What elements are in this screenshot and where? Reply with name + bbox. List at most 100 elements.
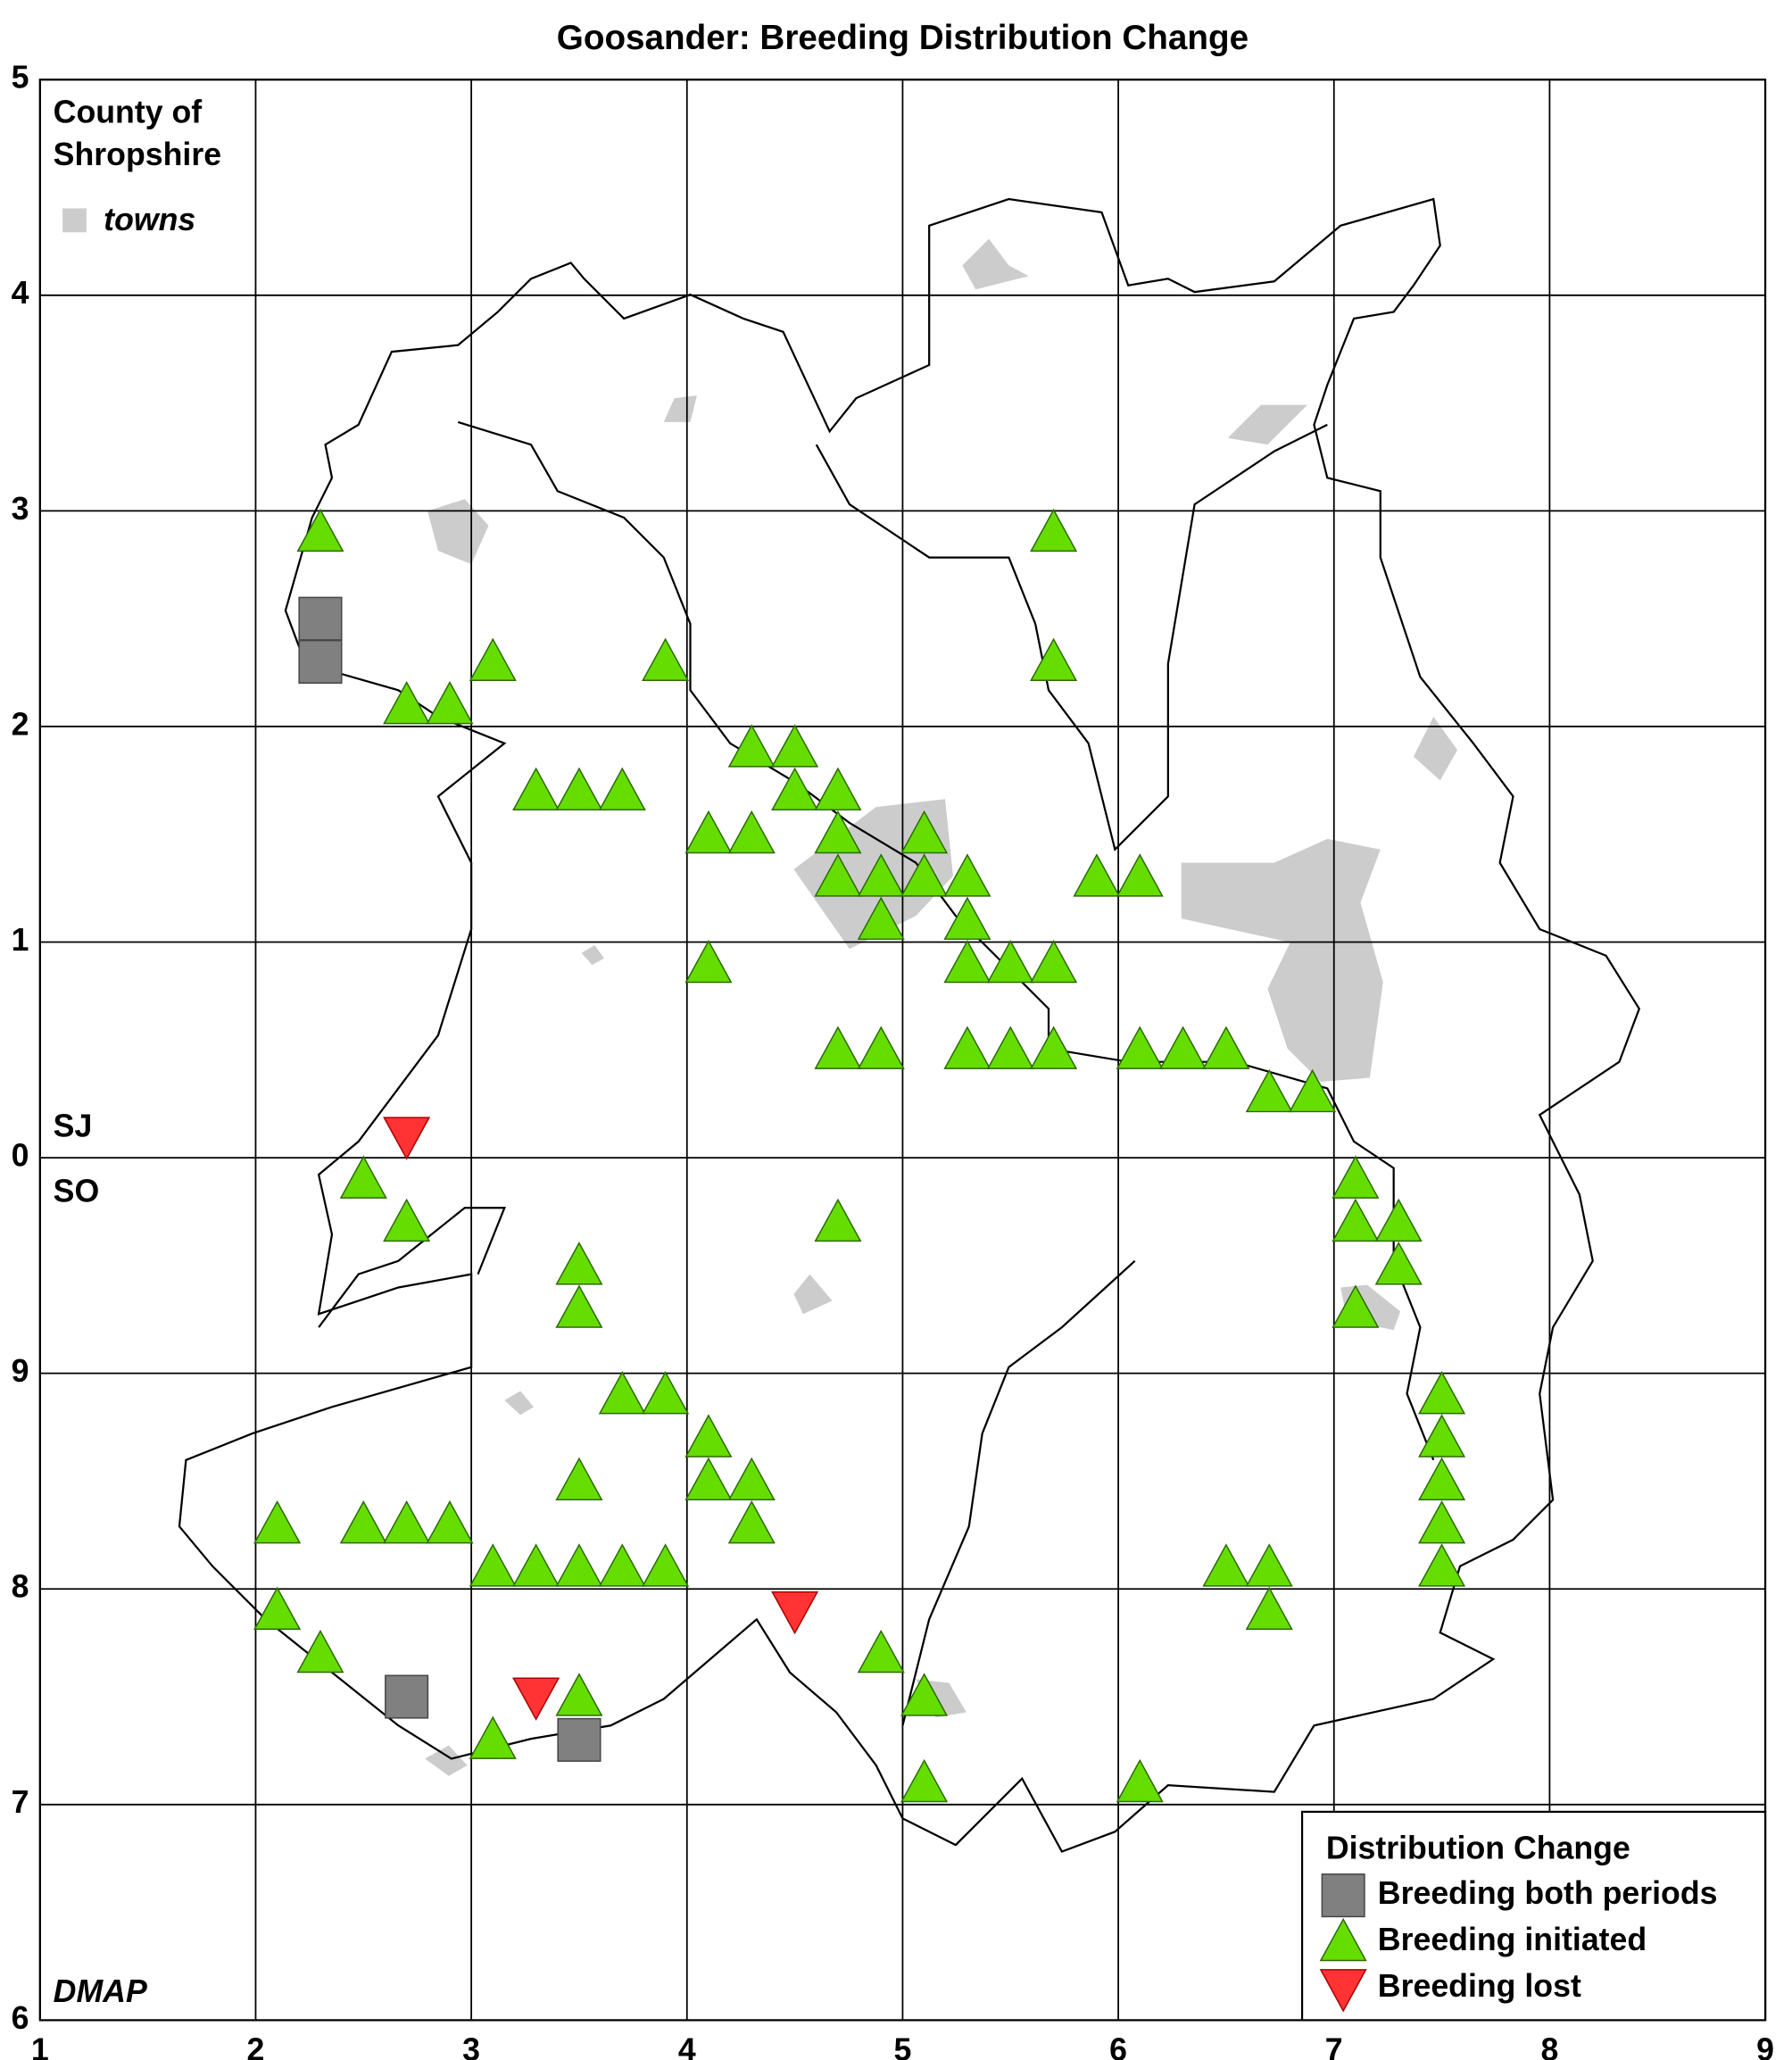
marker-triangle [986, 939, 1034, 984]
y-tick-label: 6 [12, 2000, 29, 2036]
marker-triangle-down [383, 1117, 431, 1160]
x-tick-label: 6 [1109, 2031, 1127, 2060]
marker-triangle [727, 810, 776, 854]
marker-triangle [642, 1370, 690, 1415]
town [504, 1391, 535, 1416]
marker-triangle [339, 1155, 387, 1199]
marker-triangle [814, 1026, 862, 1069]
marker-triangle [555, 1457, 603, 1501]
marker-triangle [727, 1499, 776, 1544]
towns-layer [425, 238, 1458, 1776]
marker-triangle [1418, 1370, 1466, 1415]
marker-triangle [555, 1673, 603, 1716]
marker-triangle [469, 1543, 517, 1587]
marker-triangle [814, 810, 862, 854]
marker-triangle [814, 1198, 862, 1242]
marker-triangle [943, 853, 991, 897]
y-tick-label: 7 [12, 1784, 29, 1820]
marker-triangle [1289, 1068, 1337, 1113]
marker-triangle [1030, 1026, 1078, 1069]
marker-triangle [426, 1499, 474, 1544]
chart-title: Goosander: Breeding Distribution Change [557, 19, 1249, 57]
marker-triangle [1245, 1586, 1293, 1630]
x-tick-label: 9 [1756, 2031, 1774, 2060]
y-tick-label: 4 [12, 275, 29, 311]
marker-triangle [1159, 1026, 1207, 1069]
town [1413, 717, 1458, 781]
marker-square [298, 639, 343, 685]
marker-triangle [253, 1586, 302, 1630]
credit: DMAP [54, 1973, 147, 2009]
marker-triangle-down [1319, 1969, 1367, 2013]
marker-triangle [684, 939, 733, 984]
marker-triangle [1418, 1499, 1466, 1544]
marker-triangle [857, 1026, 905, 1069]
region-label: Shropshire [54, 137, 221, 172]
marker-triangle [857, 896, 905, 940]
marker-triangle [727, 724, 776, 768]
marker-triangle [1332, 1284, 1380, 1328]
grid-label: SO [54, 1173, 100, 1209]
y-tick-label: 2 [12, 706, 29, 742]
legend: Distribution Change Breeding both periods… [1300, 1810, 1767, 2022]
town [425, 1745, 468, 1776]
marker-square [1321, 1873, 1365, 1918]
marker-triangle [555, 1543, 603, 1587]
legend-label: Breeding initiated [1378, 1922, 1647, 1957]
marker-triangle [296, 1629, 344, 1674]
marker-triangle [469, 1715, 517, 1759]
x-tick-label: 1 [31, 2031, 49, 2060]
marker-triangle [469, 637, 517, 682]
marker-triangle [1245, 1543, 1293, 1587]
grid-layer [38, 79, 1767, 2022]
marker-triangle [1332, 1155, 1380, 1199]
marker-triangle [684, 1457, 733, 1501]
marker-triangle [296, 508, 344, 552]
legend-label: Breeding both periods [1378, 1875, 1718, 1911]
legend-title: Distribution Change [1326, 1830, 1630, 1865]
marker-triangle [1374, 1242, 1423, 1285]
marker-square [557, 1717, 601, 1762]
y-tick-label: 9 [12, 1353, 29, 1389]
marker-triangle [771, 724, 819, 768]
x-tick-label: 7 [1325, 2031, 1343, 2060]
marker-triangle [383, 680, 431, 725]
marker-triangle-down [512, 1677, 560, 1721]
y-tick-label: 8 [12, 1569, 29, 1605]
marker-triangle [1116, 1758, 1164, 1803]
marker-triangle [1030, 939, 1078, 984]
x-tick-label: 4 [678, 2031, 696, 2060]
town [1227, 404, 1308, 445]
marks-layer [253, 508, 1466, 1803]
legend-box [1300, 1810, 1767, 2022]
marker-triangle [598, 767, 646, 810]
marker-triangle [1030, 637, 1078, 682]
town [581, 944, 604, 966]
marker-triangle [771, 767, 819, 810]
marker-triangle [1030, 508, 1078, 552]
y-tick-label: 1 [12, 922, 29, 958]
marker-square [298, 596, 343, 641]
x-tick-label: 5 [894, 2031, 912, 2060]
marker-triangle [1332, 1198, 1380, 1242]
marker-triangle [1116, 1026, 1164, 1069]
marker-triangle [900, 1758, 949, 1803]
region-label: County of [54, 94, 203, 129]
marker-triangle [555, 1284, 603, 1328]
marker-triangle [684, 810, 733, 854]
marker-triangle [642, 637, 690, 682]
marker-triangle [1319, 1917, 1367, 1962]
marker-triangle [1073, 853, 1121, 897]
marker-triangle [512, 767, 560, 810]
marker-triangle [426, 680, 474, 725]
marker-triangle [900, 853, 949, 897]
plot-frame [38, 79, 1767, 2022]
marker-triangle [253, 1499, 302, 1544]
county-boundary [178, 197, 1641, 1853]
towns-label: towns [104, 202, 195, 237]
marker-triangle [1418, 1414, 1466, 1458]
marker-triangle [857, 1629, 905, 1674]
marker-triangle-down [771, 1591, 819, 1635]
marker-triangle [1418, 1543, 1466, 1587]
